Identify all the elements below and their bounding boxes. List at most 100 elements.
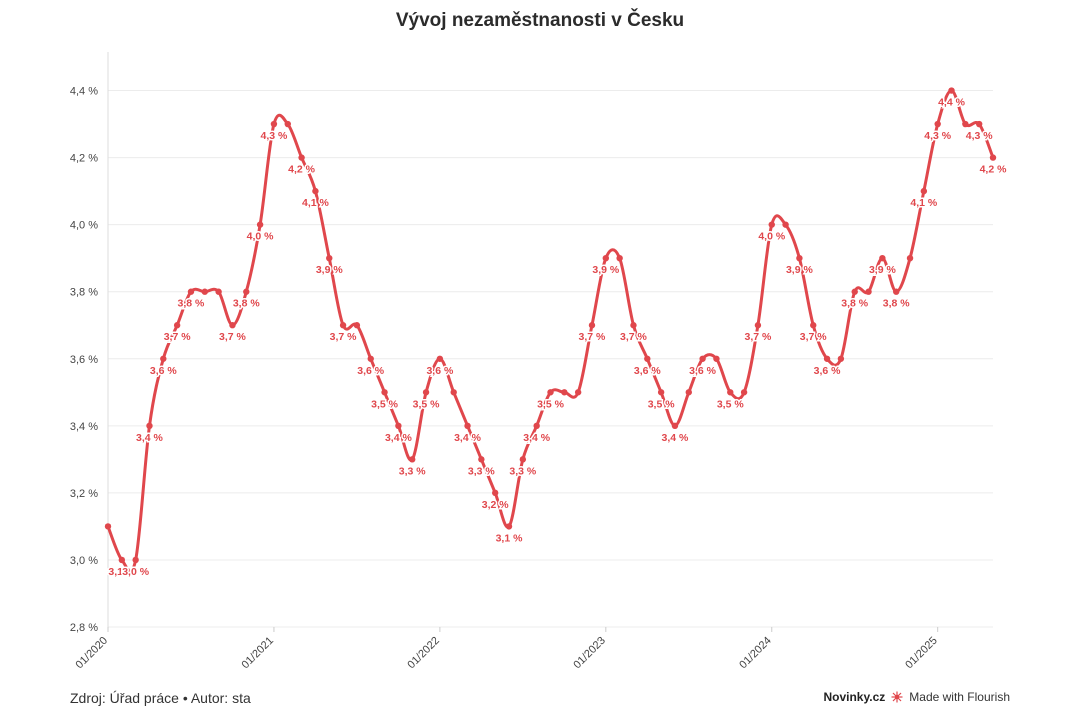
data-label: 3,8 % bbox=[841, 298, 869, 310]
data-label: 4,3 % bbox=[924, 130, 952, 142]
data-label: 4,1 % bbox=[910, 197, 938, 209]
y-tick-label: 3,0 % bbox=[70, 555, 98, 567]
data-label: 4,1 % bbox=[302, 197, 330, 209]
data-point bbox=[768, 221, 775, 228]
data-point bbox=[713, 355, 720, 362]
y-tick-label: 2,8 % bbox=[70, 622, 98, 634]
data-point bbox=[630, 322, 637, 329]
data-label: 3,9 % bbox=[592, 264, 620, 276]
data-label: 3,1 % bbox=[496, 532, 524, 544]
data-point bbox=[284, 120, 291, 128]
data-label: 3,9 % bbox=[316, 264, 344, 276]
data-label: 3,1 % bbox=[108, 566, 136, 578]
data-point bbox=[671, 422, 679, 430]
data-point bbox=[851, 288, 858, 295]
data-point bbox=[256, 221, 264, 228]
data-label: 3,8 % bbox=[233, 298, 261, 310]
data-point bbox=[450, 389, 457, 396]
data-point bbox=[229, 322, 236, 329]
data-label: 3,8 % bbox=[883, 298, 911, 310]
data-point bbox=[948, 87, 955, 94]
data-label: 3,4 % bbox=[385, 432, 413, 444]
x-tick-label: 01/2024 bbox=[737, 635, 774, 672]
data-label: 3,9 % bbox=[786, 264, 814, 276]
data-label: 3,3 % bbox=[468, 465, 496, 477]
data-point bbox=[478, 456, 485, 463]
data-label: 3,4 % bbox=[523, 432, 551, 444]
data-point bbox=[381, 389, 388, 396]
data-label: 3,7 % bbox=[744, 331, 772, 343]
data-point bbox=[436, 355, 444, 362]
data-label: 3,3 % bbox=[399, 465, 427, 477]
data-label: 3,4 % bbox=[136, 432, 164, 444]
data-point bbox=[810, 322, 817, 329]
data-label: 3,5 % bbox=[537, 398, 565, 410]
data-point bbox=[602, 254, 610, 262]
data-label: 3,0 % bbox=[122, 566, 150, 578]
data-point bbox=[561, 389, 568, 396]
x-tick-label: 01/2020 bbox=[74, 635, 111, 672]
brand-logo[interactable]: Novinky.cz bbox=[823, 690, 886, 704]
data-point bbox=[422, 389, 430, 396]
flourish-icon bbox=[891, 691, 903, 703]
data-point bbox=[326, 254, 333, 262]
data-point bbox=[975, 120, 983, 128]
data-label: 3,6 % bbox=[689, 365, 717, 377]
data-label: 3,6 % bbox=[357, 365, 385, 377]
x-tick-label: 01/2022 bbox=[405, 635, 442, 672]
data-point bbox=[187, 288, 195, 295]
y-tick-label: 3,4 % bbox=[70, 421, 98, 433]
data-label: 3,7 % bbox=[164, 331, 192, 343]
data-label: 4,3 % bbox=[261, 130, 289, 142]
data-label: 3,7 % bbox=[579, 331, 607, 343]
y-tick-label: 3,2 % bbox=[70, 488, 98, 500]
data-point bbox=[353, 322, 361, 329]
data-point bbox=[920, 187, 928, 195]
data-point bbox=[727, 389, 734, 396]
data-point bbox=[934, 120, 941, 128]
data-point bbox=[505, 523, 513, 530]
data-label: 3,7 % bbox=[800, 331, 828, 343]
data-label: 3,5 % bbox=[717, 398, 745, 410]
y-tick-label: 4,2 % bbox=[70, 153, 98, 165]
data-label: 3,6 % bbox=[814, 365, 842, 377]
data-point bbox=[367, 355, 374, 362]
y-tick-label: 4,4 % bbox=[70, 86, 98, 98]
data-point bbox=[395, 422, 402, 430]
data-point bbox=[754, 322, 762, 329]
data-label: 4,4 % bbox=[938, 97, 966, 109]
data-point bbox=[685, 389, 692, 396]
chart-title: Vývoj nezaměstnanosti v Česku bbox=[395, 10, 685, 31]
data-point bbox=[146, 422, 153, 430]
data-point bbox=[657, 389, 665, 396]
data-label: 3,6 % bbox=[150, 365, 178, 377]
data-point bbox=[464, 422, 471, 430]
data-point bbox=[796, 254, 803, 262]
data-label: 3,8 % bbox=[178, 298, 206, 310]
footer-branding: Novinky.cz Made with Flourish bbox=[823, 690, 1010, 704]
data-point bbox=[270, 120, 278, 128]
data-label: 3,3 % bbox=[509, 465, 537, 477]
data-label: 4,0 % bbox=[758, 231, 786, 243]
data-label: 3,4 % bbox=[454, 432, 482, 444]
data-label: 3,5 % bbox=[648, 398, 676, 410]
data-point bbox=[312, 187, 319, 195]
data-label: 3,5 % bbox=[371, 398, 399, 410]
data-point bbox=[782, 221, 789, 228]
data-label: 3,4 % bbox=[662, 432, 690, 444]
data-label: 3,6 % bbox=[426, 365, 454, 377]
data-point bbox=[879, 254, 886, 262]
data-point bbox=[823, 355, 831, 362]
data-point bbox=[215, 288, 222, 295]
data-point bbox=[893, 288, 900, 295]
data-label: 3,9 % bbox=[869, 264, 897, 276]
data-point bbox=[837, 355, 845, 362]
data-point bbox=[104, 523, 112, 530]
data-point bbox=[160, 355, 167, 362]
source-credit: Zdroj: Úřad práce • Autor: sta bbox=[70, 690, 251, 706]
made-with-flourish-link[interactable]: Made with Flourish bbox=[909, 690, 1010, 704]
data-label: 4,2 % bbox=[980, 164, 1008, 176]
data-point bbox=[491, 489, 499, 497]
y-tick-label: 4,0 % bbox=[70, 220, 98, 232]
